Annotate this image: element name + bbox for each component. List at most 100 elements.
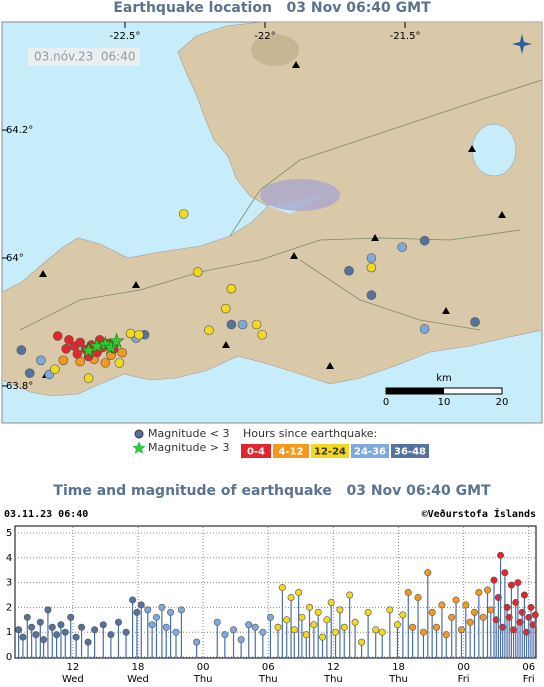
y-tick-label: 4 [6, 553, 12, 564]
y-tick-label: 1 [6, 627, 12, 638]
point [419, 628, 427, 636]
point [32, 631, 40, 639]
hours-legend-label: 0-4 [247, 447, 265, 458]
hours-legend-swatch [241, 444, 271, 458]
point [475, 589, 483, 597]
point [323, 616, 331, 624]
x-tick-label: 00 [457, 662, 470, 673]
point [72, 633, 80, 641]
map-title: Earthquake location 03 Nov 06:40 GMT [113, 0, 431, 16]
point [386, 606, 394, 614]
x-day-label: Wed [62, 674, 84, 685]
point [404, 589, 412, 597]
scale-unit: km [436, 373, 452, 384]
x-day-label: Wed [127, 674, 149, 685]
point [484, 586, 492, 594]
quake [75, 337, 85, 348]
point [287, 593, 295, 601]
x-day-label: Fri [458, 674, 470, 685]
point [332, 628, 340, 636]
point [442, 631, 450, 639]
quake [251, 319, 262, 330]
y-tick-label: 0 [6, 652, 12, 663]
point [221, 631, 229, 639]
y-tick-label: 2 [6, 602, 12, 613]
point [351, 618, 359, 626]
x-day-label: Thu [193, 674, 213, 685]
point [462, 601, 470, 609]
quake [419, 324, 430, 334]
hours-legend-swatch [311, 444, 349, 458]
point [295, 589, 303, 597]
point [251, 623, 259, 631]
quake [83, 373, 94, 384]
point [36, 618, 44, 626]
scale-label: 0 [383, 397, 389, 408]
quake [58, 355, 69, 366]
point [501, 569, 509, 577]
point [424, 569, 432, 577]
point [266, 613, 274, 621]
point [393, 621, 401, 629]
lat-label: 63.8° [6, 381, 33, 392]
quake [134, 329, 144, 340]
quake [366, 290, 377, 300]
x-tick-label: 18 [132, 662, 145, 673]
lon-label: -21.5° [390, 31, 421, 42]
large-quake [102, 339, 119, 355]
quake [114, 358, 125, 368]
hours-legend-label: 4-12 [278, 447, 303, 458]
point [133, 608, 141, 616]
point [122, 628, 130, 636]
point [479, 613, 487, 621]
point [414, 593, 422, 601]
point [520, 591, 528, 599]
quake [226, 283, 237, 294]
point [144, 606, 152, 614]
credit: ©Veðurstofa Íslands [422, 507, 536, 520]
land [1, 21, 543, 397]
compass [512, 34, 532, 54]
point [48, 623, 56, 631]
hours-legend-swatch [351, 444, 389, 458]
point [107, 631, 115, 639]
point [531, 611, 539, 619]
hours-legend-swatch [391, 444, 429, 458]
point [432, 623, 440, 631]
x-tick-label: 06 [522, 662, 535, 673]
point [490, 576, 498, 584]
quake [178, 209, 189, 219]
point [487, 606, 495, 614]
point [428, 608, 436, 616]
point [84, 638, 92, 646]
point [346, 591, 354, 599]
x-day-label: Fri [523, 674, 535, 685]
quake [204, 325, 214, 336]
quake [366, 262, 377, 273]
x-day-label: Thu [388, 674, 408, 685]
scale-label: 20 [496, 397, 509, 408]
point [503, 603, 511, 611]
point [162, 623, 170, 631]
quake [344, 265, 354, 276]
point [53, 631, 61, 639]
point [409, 623, 417, 631]
point [327, 598, 335, 606]
point [364, 608, 372, 616]
point [319, 633, 327, 641]
map-timestamp: 03.nóv.23 06:40 [34, 50, 136, 64]
quake [397, 242, 408, 252]
point [237, 636, 245, 644]
point [158, 603, 166, 611]
point [497, 551, 505, 559]
x-day-label: Thu [323, 674, 343, 685]
point [457, 626, 465, 634]
point [23, 613, 31, 621]
plot-frame [14, 525, 537, 659]
point [129, 596, 137, 604]
point [213, 618, 221, 626]
point [259, 628, 267, 636]
legend: Magnitude < 3 Magnitude > 3 Hours since … [132, 427, 377, 454]
chart-title: Time and magnitude of earthquake 03 Nov … [53, 483, 491, 499]
